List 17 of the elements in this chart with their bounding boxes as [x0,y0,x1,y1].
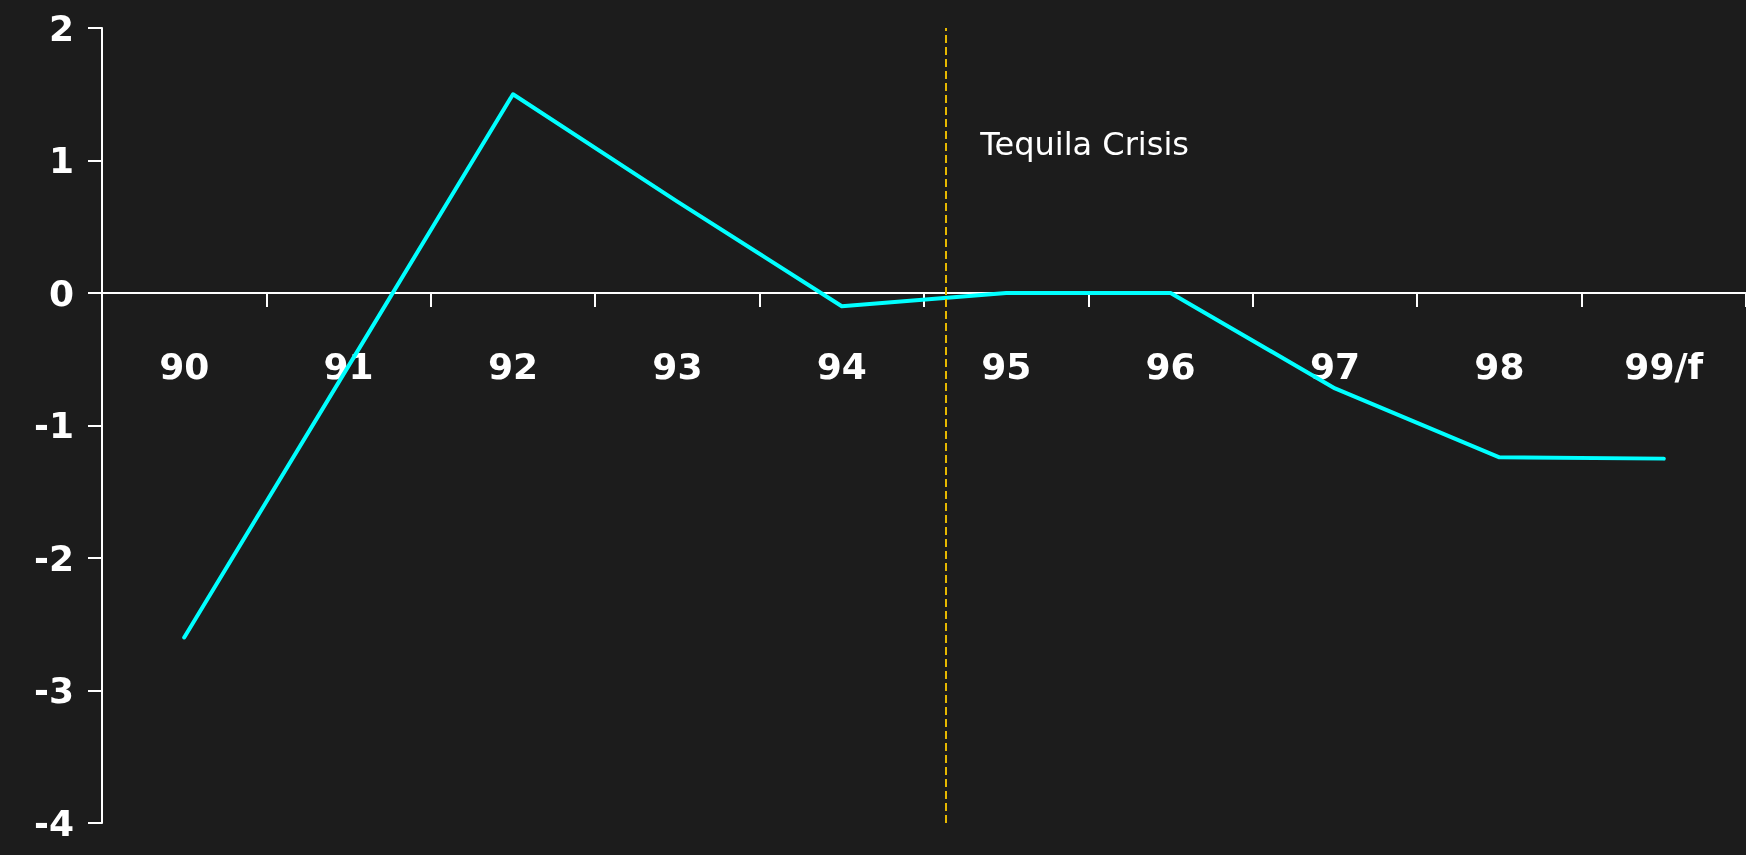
x-tick-label: 96 [1145,345,1196,387]
x-tick-label: 90 [159,345,210,387]
ref-line-label: Tequila Crisis [979,125,1189,163]
y-tick-label: -1 [34,405,74,446]
x-tick-label: 95 [981,345,1032,387]
x-tick-label: 94 [816,345,867,387]
x-tick-label: 93 [652,345,703,387]
x-tick-label: 99/f [1624,345,1704,387]
y-tick-label: 0 [48,272,74,314]
x-tick-label: 92 [487,345,539,387]
y-tick-label: 1 [48,140,74,181]
x-tick-label: 98 [1474,345,1525,387]
y-tick-label: -3 [34,670,74,711]
y-tick-label: -2 [34,537,74,579]
y-tick-label: 2 [48,7,74,49]
y-tick-label: -4 [34,802,74,844]
x-tick-label: 97 [1309,345,1361,387]
